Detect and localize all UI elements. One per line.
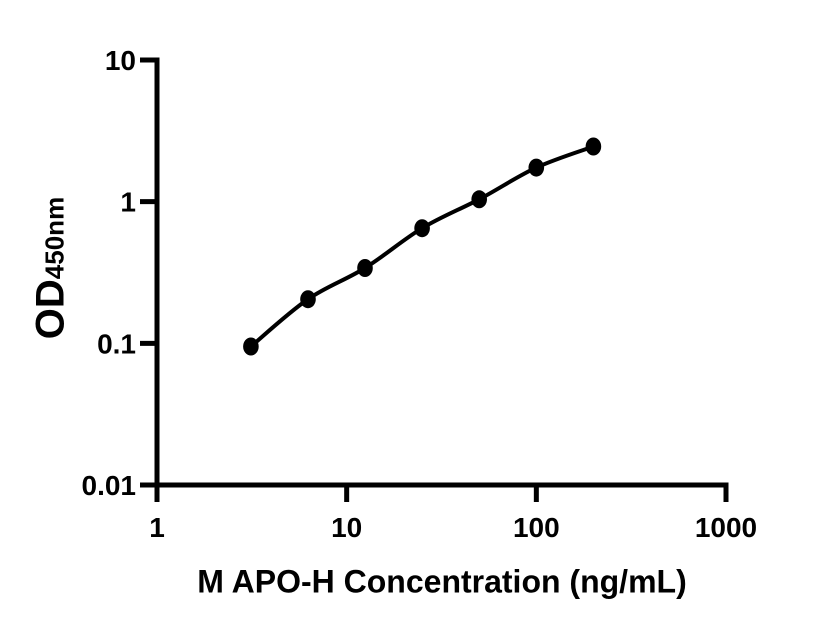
data-point-marker — [585, 137, 602, 156]
y-tick-label: 0.01 — [82, 470, 137, 501]
x-tick-label: 1000 — [695, 512, 757, 543]
x-tick-label: 1 — [149, 512, 165, 543]
data-point-marker — [300, 290, 316, 309]
x-axis-title: M APO-H Concentration (ng/mL) — [197, 563, 687, 600]
y-axis-title-sub: 450nm — [39, 196, 70, 280]
y-axis-title: OD450nm — [29, 197, 74, 339]
data-point-marker — [414, 219, 430, 238]
y-axis-title-main: OD — [28, 279, 73, 340]
x-tick-label: 10 — [331, 512, 362, 543]
x-tick-label: 100 — [513, 512, 560, 543]
y-tick-label: 10 — [105, 45, 136, 76]
y-tick-label: 0.1 — [97, 328, 136, 359]
data-point-marker — [471, 190, 488, 209]
data-point-marker — [243, 337, 259, 356]
y-tick-label: 1 — [120, 187, 136, 218]
fit-curve — [249, 144, 595, 349]
data-point-marker — [357, 259, 373, 277]
data-point-marker — [528, 158, 545, 177]
